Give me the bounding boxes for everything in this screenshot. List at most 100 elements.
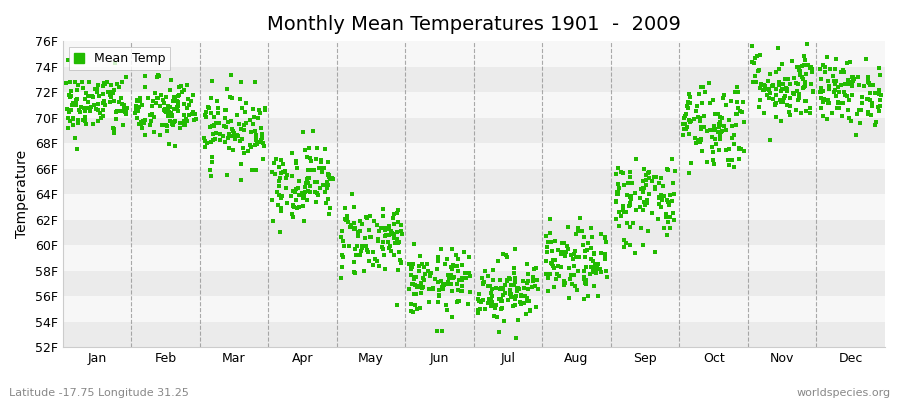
Point: [642, 169, 656, 175]
Point: [560, 243, 574, 249]
Point: [149, 73, 164, 80]
Point: [170, 98, 184, 105]
Point: [292, 178, 307, 184]
Point: [618, 239, 633, 246]
Point: [509, 292, 524, 299]
Point: [182, 112, 196, 118]
Point: [83, 108, 97, 114]
Point: [219, 124, 233, 130]
Point: [727, 164, 742, 170]
Point: [86, 94, 100, 100]
Point: [94, 114, 108, 121]
Point: [821, 97, 835, 103]
Point: [796, 85, 810, 92]
Point: [816, 96, 831, 102]
Point: [829, 78, 843, 84]
Point: [793, 68, 807, 74]
Point: [657, 193, 671, 199]
Point: [640, 196, 654, 203]
Point: [130, 115, 144, 121]
Point: [623, 168, 637, 175]
Point: [519, 298, 534, 305]
Point: [660, 196, 674, 203]
Point: [359, 215, 374, 221]
Point: [725, 123, 740, 129]
Point: [610, 190, 625, 197]
Point: [816, 112, 831, 119]
Point: [665, 180, 680, 186]
Point: [722, 146, 736, 152]
Point: [414, 289, 428, 296]
Point: [572, 228, 586, 234]
Bar: [62, 296, 885, 322]
Point: [147, 128, 161, 135]
Point: [257, 107, 272, 114]
Point: [774, 97, 788, 104]
Point: [780, 102, 795, 108]
Point: [700, 128, 715, 134]
Point: [488, 304, 502, 311]
Point: [68, 79, 82, 86]
Point: [822, 100, 836, 106]
Point: [556, 278, 571, 284]
Point: [64, 93, 78, 99]
Point: [826, 89, 841, 96]
Point: [834, 69, 849, 76]
Point: [252, 107, 266, 113]
Point: [773, 97, 788, 103]
Point: [410, 274, 424, 280]
Point: [119, 108, 133, 114]
Point: [442, 274, 456, 280]
Point: [582, 271, 597, 277]
Point: [446, 275, 460, 281]
Point: [473, 299, 488, 305]
Point: [310, 145, 325, 151]
Point: [303, 183, 318, 190]
Point: [378, 232, 392, 239]
Point: [783, 94, 797, 101]
Point: [576, 268, 590, 274]
Point: [693, 118, 707, 124]
Point: [587, 282, 601, 289]
Point: [476, 297, 491, 304]
Point: [106, 87, 121, 94]
Point: [371, 238, 385, 244]
Point: [860, 79, 875, 85]
Point: [500, 278, 515, 285]
Point: [403, 266, 418, 272]
Point: [637, 166, 652, 172]
Point: [554, 250, 568, 257]
Point: [557, 280, 572, 286]
Point: [527, 283, 542, 289]
Point: [559, 249, 573, 256]
Point: [314, 158, 328, 165]
Point: [780, 76, 795, 82]
Point: [313, 157, 328, 164]
Point: [185, 92, 200, 99]
Point: [843, 118, 858, 124]
Point: [796, 76, 810, 82]
Point: [619, 209, 634, 215]
Point: [249, 133, 264, 140]
Point: [203, 110, 218, 116]
Point: [797, 83, 812, 90]
Point: [694, 137, 708, 144]
Point: [362, 227, 376, 233]
Point: [202, 105, 216, 111]
Point: [494, 298, 508, 305]
Point: [493, 306, 508, 312]
Point: [338, 216, 352, 223]
Point: [578, 248, 592, 254]
Point: [752, 66, 766, 73]
Point: [642, 190, 656, 197]
Point: [245, 167, 259, 174]
Point: [292, 204, 307, 210]
Point: [156, 97, 170, 103]
Point: [862, 97, 877, 103]
Point: [644, 210, 659, 217]
Point: [170, 93, 184, 100]
Point: [790, 97, 805, 103]
Point: [500, 277, 514, 283]
Point: [680, 99, 695, 105]
Point: [130, 108, 144, 114]
